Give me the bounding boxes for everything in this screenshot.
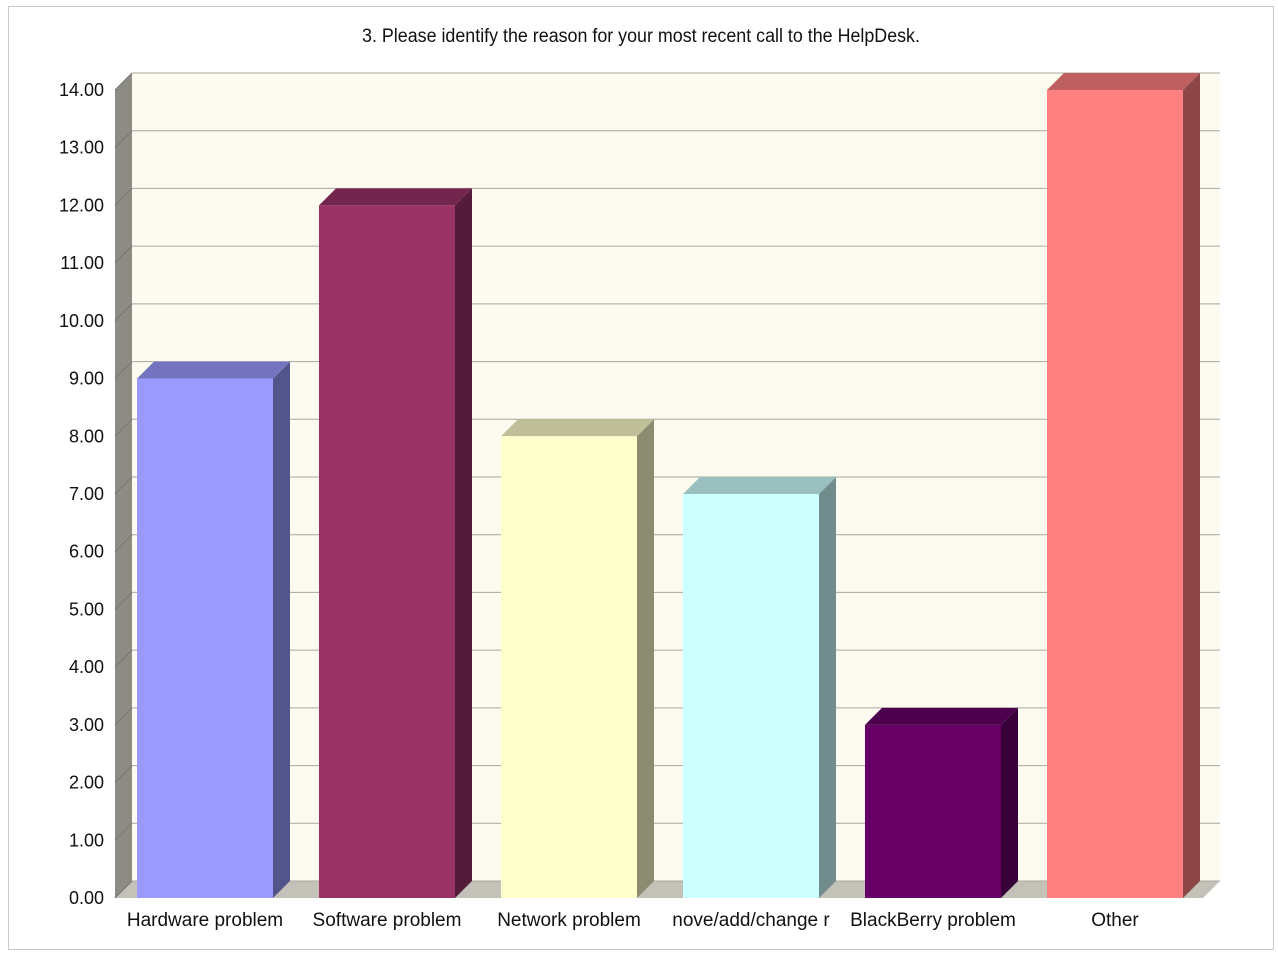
y-tick-label: 3.00 [69,715,104,735]
bar-side [273,361,290,899]
y-tick-label: 7.00 [69,484,104,504]
gridline-side [114,245,133,264]
gridline-side [114,534,133,553]
bar-top [319,188,472,206]
gridline-side [114,303,133,322]
bar-side [1183,73,1200,898]
y-tick-label: 12.00 [59,195,104,215]
chart-title: 3. Please identify the reason for your m… [362,26,920,47]
y-tick-label: 5.00 [69,599,104,619]
bar-front [1047,90,1183,898]
bar [683,477,836,898]
y-tick-label: 14.00 [59,80,104,100]
y-tick-label: 9.00 [69,369,104,389]
gridline-side [114,707,133,726]
bar-top [501,419,654,437]
bar-side [637,419,654,898]
gridline-side [114,822,133,841]
bar-front [683,494,819,898]
bar-front [865,724,1001,898]
x-category-label: nove/add/change r [672,910,830,931]
y-tick-label: 10.00 [59,311,104,331]
x-category-label: Hardware problem [127,910,283,931]
bar [1047,73,1200,898]
gridline-side [114,880,133,899]
gridline-side [114,649,133,668]
bar-side [1001,707,1018,898]
y-tick-label: 8.00 [69,426,104,446]
bar-front [501,436,637,898]
y-tick-label: 1.00 [69,830,104,850]
y-tick-label: 13.00 [59,138,104,158]
gridline-side [114,765,133,783]
gridline-side [114,361,133,379]
x-category-label: Network problem [497,910,641,931]
gridline-side [114,188,133,206]
x-category-label: BlackBerry problem [850,910,1016,931]
bar-top [137,361,290,379]
y-tick-label: 2.00 [69,773,104,793]
x-category-label: Other [1091,910,1139,931]
bar-top [683,477,836,494]
y-tick-label: 4.00 [69,657,104,677]
bar-side [819,477,836,898]
y-tick-label: 6.00 [69,542,104,562]
bar-top [865,707,1018,725]
gridline-side [114,592,133,610]
bar-top [1047,73,1200,90]
y-tick-label: 0.00 [69,888,104,908]
gridline-side [114,476,133,495]
bar [501,419,654,898]
gridline-side [114,72,133,91]
bar-front [319,205,455,898]
gridline-side [114,130,133,149]
gridline-side [114,418,133,437]
bar [319,188,472,898]
bar-side [455,188,472,898]
y-tick-label: 11.00 [60,253,104,273]
bar [137,361,290,899]
bar [865,707,1018,898]
x-category-label: Software problem [313,910,462,931]
bar-front [137,378,273,899]
